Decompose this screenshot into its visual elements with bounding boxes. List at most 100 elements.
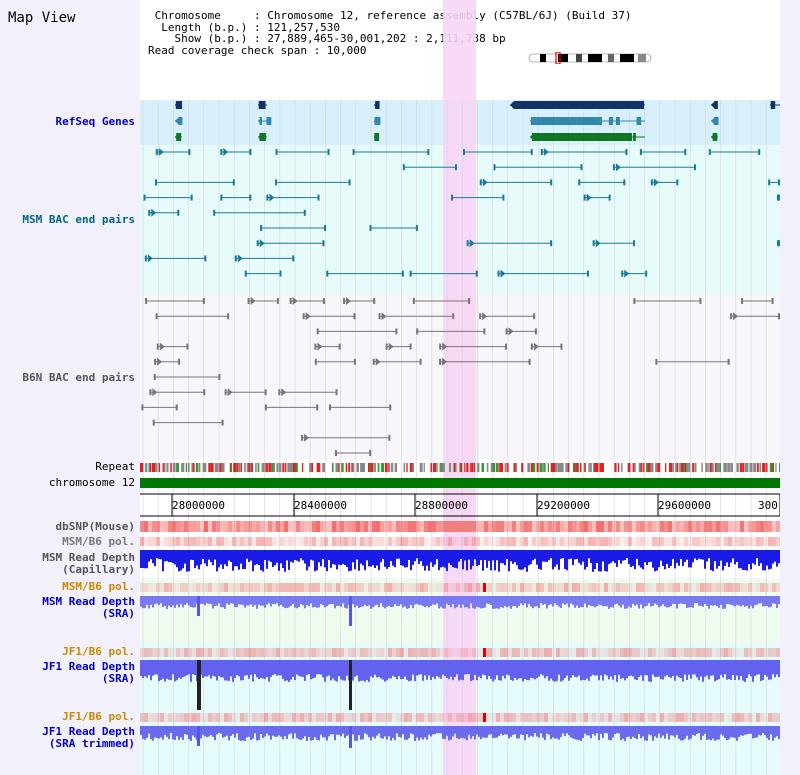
- pol-cell: [480, 713, 484, 722]
- msm-bac-track[interactable]: [143, 148, 780, 278]
- chromosome-ideogram[interactable]: [528, 52, 654, 64]
- pair-end: [334, 450, 337, 456]
- chromosome-bar[interactable]: [140, 478, 780, 488]
- msm-b6-pol-track-1[interactable]: [140, 537, 780, 546]
- pol-cell: [220, 537, 224, 546]
- msm-capillary-depth-track[interactable]: [140, 550, 780, 572]
- msm-b6-pol-track-2[interactable]: [140, 583, 780, 592]
- depth-bar: [460, 726, 462, 738]
- depth-bar: [208, 550, 210, 560]
- depth-bar: [296, 596, 298, 609]
- depth-bar: [352, 726, 354, 735]
- pol-cell: [424, 713, 428, 722]
- depth-bar: [196, 550, 198, 566]
- pol-cell: [212, 713, 216, 722]
- depth-bar: [166, 550, 168, 562]
- pol-cell: [192, 537, 196, 546]
- depth-bar: [422, 660, 424, 681]
- pol-cell: [708, 713, 712, 722]
- snp-density-cell: [176, 521, 180, 532]
- depth-bar: [560, 660, 562, 682]
- depth-bar: [516, 726, 518, 739]
- repeat-mark: [554, 463, 558, 472]
- depth-bar: [444, 550, 446, 568]
- snp-density-cell: [548, 521, 552, 532]
- depth-bar: [440, 550, 442, 568]
- depth-bar: [668, 550, 670, 568]
- repeat-mark: [575, 463, 578, 472]
- track-label-jf1-read-depth-sra[interactable]: JF1 Read Depth (SRA): [42, 660, 135, 685]
- depth-bar: [572, 550, 574, 566]
- depth-bar: [556, 550, 558, 565]
- repeat-mark: [455, 463, 457, 472]
- depth-bar: [176, 726, 178, 737]
- snp-density-cell: [708, 521, 712, 532]
- track-label-refseq[interactable]: RefSeq Genes: [55, 115, 135, 128]
- depth-bar: [306, 550, 308, 571]
- msm-sra-depth-track[interactable]: [140, 596, 780, 626]
- track-label-msm-b6-pol-1[interactable]: MSM/B6 pol.: [62, 535, 135, 548]
- jf1-sra-depth-track[interactable]: [140, 660, 780, 710]
- track-label-repeat[interactable]: Repeat: [95, 460, 135, 473]
- pair-end: [326, 270, 329, 277]
- snp-density-cell: [672, 521, 676, 532]
- track-label-jf1-b6-pol-1[interactable]: JF1/B6 pol.: [62, 645, 135, 658]
- snp-density-cell: [568, 521, 572, 532]
- depth-bar: [700, 550, 702, 560]
- refseq-genes-track[interactable]: [175, 101, 780, 141]
- pol-cell: [228, 583, 232, 592]
- track-label-dbsnp[interactable]: dbSNP(Mouse): [55, 520, 135, 533]
- dbsnp-track[interactable]: [140, 521, 780, 532]
- track-label-b6n-bac[interactable]: B6N BAC end pairs: [22, 371, 135, 384]
- pol-cell: [576, 648, 580, 657]
- depth-bar: [348, 550, 350, 572]
- track-label-chromosome[interactable]: chromosome 12: [48, 476, 135, 489]
- pol-cell: [172, 537, 176, 546]
- track-label-msm-bac[interactable]: MSM BAC end pairs: [22, 213, 135, 226]
- depth-bar: [644, 726, 646, 741]
- region-info: Chromosome : Chromosome 12, reference as…: [148, 10, 631, 56]
- genome-track-canvas[interactable]: 28000000 28400000 28800000 29200000 2960…: [140, 0, 780, 775]
- pol-cell: [212, 648, 216, 657]
- depth-bar: [300, 550, 302, 559]
- pol-cell: [388, 713, 392, 722]
- pair-end: [479, 313, 482, 320]
- pol-cell: [572, 648, 576, 657]
- depth-bar: [292, 726, 294, 739]
- pol-cell: [180, 713, 184, 722]
- repeat-track[interactable]: [140, 463, 780, 472]
- depth-bar: [218, 726, 220, 734]
- track-label-msm-read-depth-capillary[interactable]: MSM Read Depth (Capillary): [42, 551, 135, 576]
- depth-bar: [488, 596, 490, 604]
- depth-bar: [222, 596, 224, 608]
- pair-end: [143, 194, 146, 201]
- repeat-mark: [515, 463, 518, 472]
- jf1-sra-trimmed-depth-track[interactable]: [140, 726, 780, 748]
- pol-cell: [464, 713, 468, 722]
- track-label-msm-b6-pol-2[interactable]: MSM/B6 pol.: [62, 580, 135, 593]
- pol-cell: [308, 648, 312, 657]
- pol-cell: [576, 713, 580, 722]
- depth-bar: [580, 596, 582, 608]
- jf1-b6-pol-track-1[interactable]: [140, 648, 780, 657]
- repeat-mark: [271, 463, 275, 472]
- track-label-msm-read-depth-sra[interactable]: MSM Read Depth (SRA): [42, 595, 135, 620]
- depth-bar: [764, 660, 766, 676]
- jf1-b6-pol-track-2[interactable]: [140, 713, 780, 722]
- pair-end: [727, 358, 730, 365]
- repeat-mark: [388, 463, 390, 472]
- depth-bar: [430, 596, 432, 606]
- depth-bar: [166, 726, 168, 737]
- depth-bar: [360, 660, 362, 681]
- track-label-jf1-b6-pol-2[interactable]: JF1/B6 pol.: [62, 710, 135, 723]
- snp-density-cell: [484, 521, 488, 532]
- repeat-mark: [539, 463, 543, 472]
- depth-bar: [270, 726, 272, 740]
- depth-bar: [750, 726, 752, 734]
- highlight-region[interactable]: [443, 0, 476, 775]
- b6n-bac-track[interactable]: [141, 297, 780, 456]
- track-label-jf1-read-depth-trimmed[interactable]: JF1 Read Depth (SRA trimmed): [42, 725, 135, 750]
- pair-end: [612, 164, 615, 171]
- depth-bar: [176, 550, 178, 568]
- pol-cell: [316, 537, 320, 546]
